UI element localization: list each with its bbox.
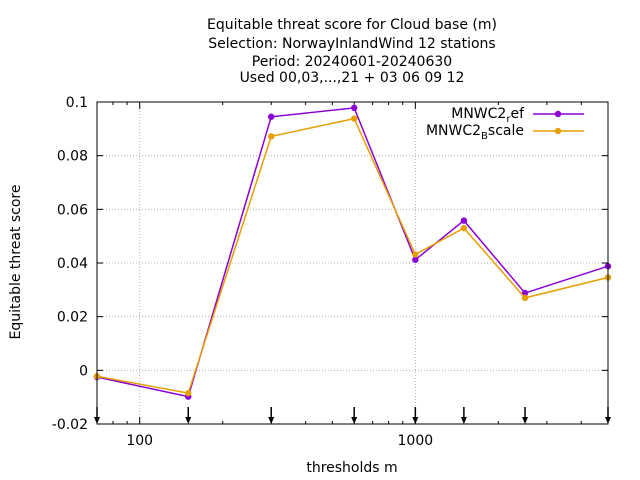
threshold-marker-head	[412, 417, 419, 424]
plot-frame	[96, 101, 609, 425]
series-2-point	[521, 294, 529, 302]
x-axis-label: thresholds m	[306, 460, 397, 476]
threshold-marker-head	[522, 417, 529, 424]
legend-label-2: MNWC2Bscale	[426, 123, 524, 142]
series-2-point	[412, 251, 419, 258]
y-tick-label: 0.02	[57, 310, 88, 326]
threshold-marker-head	[185, 417, 192, 424]
y-axis-label: Equitable threat score	[8, 185, 24, 340]
title-line-4: Used 00,03,...,21 + 03 06 09 12	[240, 70, 465, 86]
threshold-marker-head	[268, 417, 275, 424]
series-1-point	[460, 217, 468, 224]
x-tick-label: 100	[126, 433, 153, 449]
y-tick-label: 0	[79, 363, 88, 379]
legend-marker-2	[554, 127, 562, 135]
legend-label-1: MNWC2ref	[451, 106, 525, 125]
grid	[97, 102, 608, 424]
y-tick-label: 0.06	[57, 202, 88, 218]
series-2-point	[460, 224, 468, 232]
threshold-marker-head	[351, 417, 358, 424]
title-line-3: Period: 20240601-20240630	[252, 54, 452, 70]
series-line-1	[96, 107, 609, 398]
ticks: -0.02 0 0.02 0.04 0.06 0.08 0.1 100 1000	[52, 95, 609, 449]
threshold-markers	[94, 407, 611, 424]
legend-marker-1	[554, 110, 562, 118]
title-line-1: Equitable threat score for Cloud base (m…	[207, 17, 497, 33]
y-tick-label: 0.04	[57, 256, 88, 272]
threshold-marker-head	[460, 417, 467, 424]
y-tick-label: 0.08	[57, 149, 88, 165]
series-1-point	[521, 289, 529, 297]
series-line-2	[96, 117, 609, 394]
series-2-point	[185, 389, 192, 397]
chart-title: Equitable threat score for Cloud base (m…	[207, 17, 497, 86]
series-2-point	[268, 133, 275, 140]
title-line-2: Selection: NorwayInlandWind 12 stations	[208, 36, 495, 52]
x-tick-label: 1000	[398, 433, 434, 449]
series-1-point	[268, 113, 275, 120]
series-1-point	[350, 104, 358, 112]
series-1-point	[412, 256, 419, 263]
y-tick-label: 0.1	[66, 95, 88, 111]
series-2-point	[350, 115, 358, 122]
series-layer	[93, 104, 612, 400]
y-tick-label: -0.02	[52, 417, 88, 433]
